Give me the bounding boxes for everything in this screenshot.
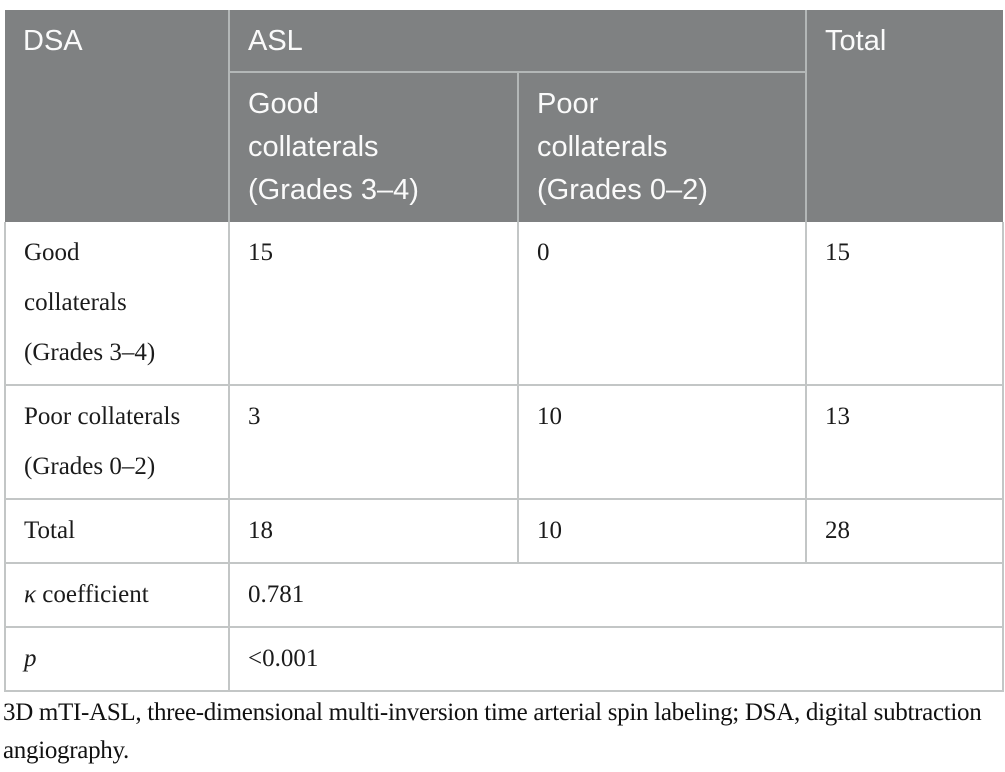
header-cell-total: Total — [806, 10, 1004, 222]
table-row-kappa: κ coefficient 0.781 — [4, 562, 1005, 628]
cell-p-value: <0.001 — [227, 626, 1005, 692]
table-footnote: 3D mTI-ASL, three-dimensional multi-inve… — [3, 699, 982, 764]
kappa-symbol: κ — [24, 581, 36, 608]
p-symbol: p — [24, 645, 37, 672]
header-row-top: DSA ASL Total — [5, 10, 1004, 222]
header-cell-asl: ASL — [229, 10, 808, 73]
cell-poor-good: 3 — [228, 384, 519, 500]
cell-good-good: 15 — [228, 222, 519, 386]
cell-good-poor: 0 — [516, 222, 808, 386]
cell-total-poor: 10 — [516, 498, 808, 564]
table-row-total: Total 18 10 28 — [4, 498, 1005, 564]
row-label-good: Good collaterals (Grades 3–4) — [4, 222, 230, 386]
cell-total-good: 18 — [228, 498, 519, 564]
cell-total-total: 28 — [805, 498, 1005, 564]
kappa-label-rest: coefficient — [36, 581, 149, 608]
row-label-total: Total — [4, 498, 230, 564]
cell-good-total: 15 — [805, 222, 1005, 386]
table-row-good: Good collaterals (Grades 3–4) 15 0 15 — [4, 222, 1005, 386]
table-row-p: p <0.001 — [4, 626, 1005, 692]
table-row-poor: Poor collaterals (Grades 0–2) 3 10 13 — [4, 384, 1005, 500]
row-label-kappa: κ coefficient — [4, 562, 230, 628]
cell-kappa-value: 0.781 — [227, 562, 1005, 628]
row-label-p: p — [4, 626, 230, 692]
cell-poor-total: 13 — [805, 384, 1005, 500]
agreement-table: DSA ASL Total Good collaterals (Grades 3… — [4, 10, 1005, 692]
header-row-sub: Good collaterals (Grades 3–4) Poor colla… — [5, 72, 1003, 222]
row-label-poor: Poor collaterals (Grades 0–2) — [4, 384, 230, 500]
cell-poor-poor: 10 — [516, 384, 808, 500]
header-cell-poor-collaterals: Poor collaterals (Grades 0–2) — [518, 72, 808, 222]
header-cell-dsa: DSA — [5, 10, 230, 222]
header-cell-good-collaterals: Good collaterals (Grades 3–4) — [229, 72, 519, 222]
